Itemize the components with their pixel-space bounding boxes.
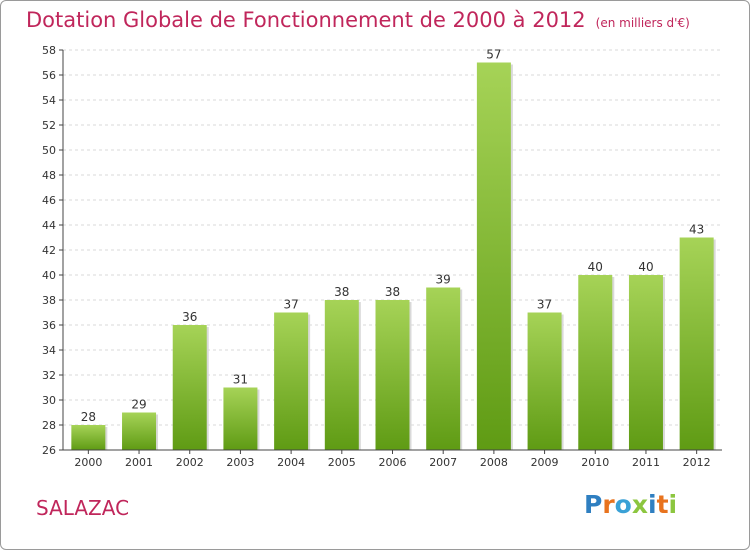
y-tick-label: 48 [42,169,56,182]
x-tick-label: 2009 [531,456,559,469]
logo-letter: i [648,490,657,519]
logo-letter: o [614,490,632,519]
y-tick-label: 26 [42,444,56,457]
x-tick-label: 2011 [632,456,660,469]
chart-title-text: Dotation Globale de Fonctionnement de 20… [26,8,586,32]
x-tick-label: 2003 [226,456,254,469]
logo-letter: t [656,490,669,519]
y-tick-label: 50 [42,144,56,157]
bar-2010 [578,275,613,450]
axes: 26 28 30 32 34 36 38 40 42 44 46 48 50 52 54 56 58 2000 20… [42,44,722,469]
y-tick-label: 44 [42,219,56,232]
x-tick-label: 2012 [683,456,711,469]
data-label: 37 [283,298,298,312]
data-label: 39 [436,273,451,287]
x-tick-label: 2000 [74,456,102,469]
y-tick-label: 34 [42,344,56,357]
y-tick-label: 56 [42,69,56,82]
data-label: 29 [131,398,146,412]
logo-letter: P [584,490,603,519]
logo-letter: x [631,490,648,519]
x-tick-label: 2002 [176,456,204,469]
data-label: 57 [486,48,501,62]
chart-unit-text: (en milliers d'€) [595,16,690,30]
chart-title: Dotation Globale de Fonctionnement de 20… [26,8,690,32]
y-tick-label: 38 [42,294,56,307]
data-label: 28 [81,410,96,424]
bar-2009 [527,312,562,450]
y-tick-label: 32 [42,369,56,382]
bar-2008 [476,62,511,450]
bars: 28 29 36 31 37 38 38 39 57 37 40 40 43 [71,48,716,450]
y-tick-label: 40 [42,269,56,282]
bar-2006 [375,300,410,450]
x-tick-label: 2008 [480,456,508,469]
bar-2005 [324,300,359,450]
bar-2001 [122,412,157,450]
bar-2003 [223,387,258,450]
y-tick-label: 46 [42,194,56,207]
bar-2000 [71,425,106,450]
data-label: 31 [233,373,248,387]
x-tick-label: 2005 [328,456,356,469]
y-tick-label: 54 [42,94,56,107]
y-tick-label: 28 [42,419,56,432]
y-tick-label: 42 [42,244,56,257]
data-label: 43 [689,223,704,237]
logo-letter: i [668,490,678,519]
y-tick-label: 30 [42,394,56,407]
y-tick-label: 52 [42,119,56,132]
x-tick-label: 2001 [125,456,153,469]
data-label: 38 [334,285,349,299]
logo-letter: r [602,490,615,519]
bar-2004 [274,312,309,450]
data-label: 37 [537,298,552,312]
x-tick-label: 2004 [277,456,305,469]
y-tick-label: 36 [42,319,56,332]
bar-2007 [426,287,461,450]
y-tick-label: 58 [42,44,56,57]
bar-2012 [679,237,714,450]
data-label: 36 [182,310,197,324]
data-label: 40 [588,260,603,274]
commune-name: SALAZAC [36,496,130,520]
x-tick-label: 2006 [379,456,407,469]
data-label: 40 [638,260,653,274]
data-label: 38 [385,285,400,299]
bar-2002 [172,325,207,450]
proxiti-logo: Proxiti [584,490,677,519]
x-tick-label: 2010 [581,456,609,469]
bar-2011 [628,275,663,450]
x-tick-label: 2007 [429,456,457,469]
